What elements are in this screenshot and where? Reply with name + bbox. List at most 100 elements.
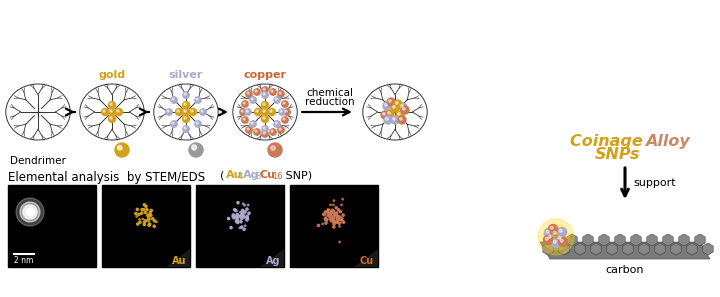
Text: Cu: Cu [360,256,374,266]
Circle shape [330,204,331,206]
Circle shape [233,208,235,211]
Circle shape [192,146,197,150]
Circle shape [238,215,241,217]
Circle shape [176,108,182,116]
Circle shape [171,121,177,127]
Circle shape [335,207,338,209]
Circle shape [387,112,390,114]
Circle shape [262,126,268,132]
Circle shape [389,99,391,102]
Circle shape [102,108,109,116]
Circle shape [255,90,257,92]
Circle shape [268,143,282,157]
Circle shape [279,128,281,130]
Circle shape [333,223,335,225]
Circle shape [103,110,105,112]
Circle shape [327,214,329,217]
Circle shape [16,198,44,226]
Circle shape [242,215,244,217]
Circle shape [341,217,343,219]
Circle shape [387,98,395,106]
Circle shape [325,222,327,224]
Circle shape [328,213,330,215]
Circle shape [117,146,122,149]
Text: SNPs: SNPs [595,147,641,162]
Circle shape [236,218,238,220]
Circle shape [283,118,285,120]
Circle shape [149,211,151,214]
Circle shape [110,117,112,119]
Circle shape [279,92,281,94]
Circle shape [538,219,574,255]
Circle shape [342,198,343,200]
Circle shape [552,238,560,247]
Circle shape [333,221,336,223]
Circle shape [148,223,150,225]
Circle shape [177,110,179,112]
Circle shape [341,220,343,222]
Circle shape [20,202,40,222]
Circle shape [240,215,243,217]
Circle shape [242,213,244,215]
Circle shape [279,109,285,115]
Circle shape [336,212,338,215]
Circle shape [148,215,150,217]
Circle shape [109,116,115,122]
Circle shape [397,113,400,115]
Circle shape [325,218,327,220]
Circle shape [329,211,331,213]
Circle shape [546,233,556,242]
Circle shape [146,208,148,211]
Circle shape [333,217,334,218]
Circle shape [109,102,115,108]
Circle shape [274,121,280,127]
Circle shape [115,143,129,157]
Circle shape [398,116,406,124]
Circle shape [383,102,391,110]
Circle shape [394,100,402,108]
Circle shape [184,93,186,95]
Circle shape [240,109,246,115]
Circle shape [115,108,122,116]
Circle shape [189,143,203,157]
Circle shape [237,202,239,204]
Circle shape [327,209,329,211]
Circle shape [271,90,273,92]
Circle shape [237,219,239,221]
Circle shape [381,111,389,119]
Circle shape [386,118,388,120]
Circle shape [153,225,156,227]
Circle shape [251,98,253,100]
Circle shape [244,205,246,206]
Circle shape [145,205,147,207]
Text: chemical: chemical [307,88,354,98]
Circle shape [254,108,261,116]
Circle shape [330,219,332,221]
Circle shape [244,225,246,227]
Circle shape [392,106,395,108]
Circle shape [560,239,563,242]
Circle shape [246,91,252,97]
Circle shape [246,110,248,112]
Circle shape [270,89,276,95]
Circle shape [183,92,189,98]
Circle shape [143,223,145,226]
Circle shape [558,236,561,239]
Circle shape [549,225,557,233]
Circle shape [250,97,256,103]
Circle shape [245,109,251,115]
Circle shape [150,209,153,211]
Text: SNP): SNP) [282,170,312,180]
Circle shape [324,211,327,213]
Circle shape [334,214,336,216]
Circle shape [235,215,237,218]
Circle shape [275,98,277,100]
Circle shape [329,214,331,216]
Circle shape [391,116,399,124]
Circle shape [325,219,328,221]
Circle shape [182,108,189,116]
Circle shape [326,211,328,213]
Circle shape [333,210,335,212]
Circle shape [183,126,189,132]
Circle shape [282,117,288,123]
